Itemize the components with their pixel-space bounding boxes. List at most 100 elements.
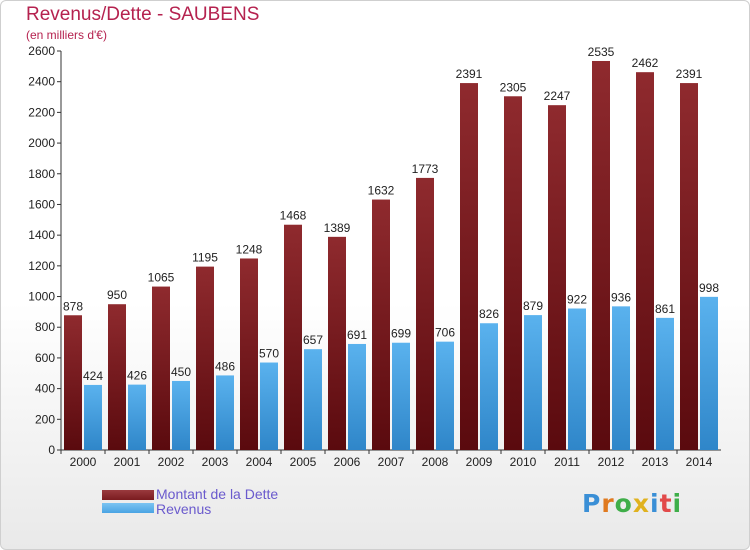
data-label-debt: 1065 <box>148 271 175 285</box>
x-tick-label: 2012 <box>598 455 625 469</box>
data-label-debt: 1389 <box>324 221 351 235</box>
data-label-debt: 1632 <box>368 184 395 198</box>
bar-debt <box>284 224 302 450</box>
chart-subtitle: (en milliers d'€) <box>26 28 107 42</box>
x-tick-label: 2010 <box>510 455 537 469</box>
data-label-revenue: 570 <box>259 347 279 361</box>
x-tick-label: 2008 <box>422 455 449 469</box>
bar-debt <box>548 105 566 450</box>
bar-debt <box>196 266 214 450</box>
y-tick-label: 1600 <box>28 197 55 211</box>
y-tick-label: 1400 <box>28 228 55 242</box>
logo-letter: t <box>659 489 673 518</box>
data-label-debt: 1468 <box>280 209 307 223</box>
bar-revenue <box>260 362 278 450</box>
data-label-revenue: 426 <box>127 369 147 383</box>
x-tick-label: 2007 <box>378 455 405 469</box>
legend-label-revenue: Revenus <box>156 501 212 517</box>
logo-letter: i <box>650 489 660 518</box>
y-tick-label: 2200 <box>28 105 55 119</box>
data-label-debt: 2305 <box>500 80 527 94</box>
logo-letter: P <box>582 489 602 518</box>
bar-debt <box>64 315 82 450</box>
bar-debt <box>460 83 478 451</box>
bar-revenue <box>524 315 542 450</box>
bar-revenue <box>612 306 630 450</box>
data-label-debt: 950 <box>107 288 127 302</box>
y-tick-label: 1800 <box>28 167 55 181</box>
y-tick-label: 1200 <box>28 259 55 273</box>
x-tick-label: 2000 <box>70 455 97 469</box>
bar-revenue <box>436 341 454 450</box>
data-label-revenue: 691 <box>347 328 367 342</box>
y-tick-label: 600 <box>35 351 55 365</box>
data-label-revenue: 936 <box>611 290 631 304</box>
bar-revenue <box>84 384 102 450</box>
bar-debt <box>152 286 170 450</box>
bar-revenue <box>348 343 366 450</box>
logo-letter: x <box>632 489 650 518</box>
logo-letter: r <box>601 489 615 518</box>
data-label-debt: 1248 <box>236 242 263 256</box>
bar-revenue <box>304 349 322 450</box>
x-tick-label: 2013 <box>642 455 669 469</box>
y-tick-label: 200 <box>35 412 55 426</box>
data-label-debt: 1195 <box>192 251 218 265</box>
y-tick-label: 2000 <box>28 136 55 150</box>
data-label-revenue: 657 <box>303 333 323 347</box>
y-tick-label: 800 <box>35 320 55 334</box>
bar-debt <box>328 236 346 450</box>
data-label-debt: 2535 <box>588 45 615 59</box>
x-tick-label: 2003 <box>202 455 229 469</box>
bar-debt <box>680 83 698 451</box>
data-label-debt: 878 <box>63 299 83 313</box>
bar-debt <box>108 304 126 450</box>
bar-revenue <box>216 375 234 450</box>
x-tick-label: 2004 <box>246 455 273 469</box>
bar-debt <box>504 96 522 451</box>
data-label-revenue: 922 <box>567 293 587 307</box>
data-label-debt: 2247 <box>544 89 571 103</box>
data-label-revenue: 486 <box>215 359 235 373</box>
bar-revenue <box>656 317 674 450</box>
y-tick-label: 0 <box>48 443 55 457</box>
data-label-revenue: 879 <box>523 299 543 313</box>
x-tick-label: 2001 <box>114 455 141 469</box>
legend-swatch-revenue <box>102 503 154 513</box>
legend-swatch-debt <box>102 490 154 500</box>
data-label-debt: 2391 <box>676 67 703 81</box>
data-label-debt: 1773 <box>412 162 439 176</box>
x-tick-label: 2014 <box>686 455 713 469</box>
x-tick-label: 2002 <box>158 455 185 469</box>
bar-revenue <box>480 323 498 450</box>
data-label-revenue: 424 <box>83 369 103 383</box>
logo-letter: o <box>614 489 633 518</box>
data-label-revenue: 450 <box>171 365 191 379</box>
bar-revenue <box>700 296 718 450</box>
data-label-revenue: 998 <box>699 281 719 295</box>
bar-debt <box>416 177 434 450</box>
x-tick-label: 2011 <box>554 455 580 469</box>
proxiti-logo: Proxiti <box>582 489 682 518</box>
bar-debt <box>372 199 390 450</box>
bar-revenue <box>568 308 586 450</box>
bar-debt <box>592 60 610 450</box>
data-label-revenue: 706 <box>435 326 455 340</box>
data-label-revenue: 826 <box>479 307 499 321</box>
chart-title: Revenus/Dette - SAUBENS <box>26 4 260 25</box>
data-label-revenue: 699 <box>391 327 411 341</box>
y-tick-label: 2400 <box>28 75 55 89</box>
bar-revenue <box>172 380 190 450</box>
y-tick-label: 1000 <box>28 290 55 304</box>
bar-revenue <box>392 342 410 450</box>
bar-debt <box>240 258 258 450</box>
data-label-revenue: 861 <box>655 302 675 316</box>
x-tick-label: 2009 <box>466 455 493 469</box>
y-tick-label: 2600 <box>28 44 55 58</box>
logo-letter: i <box>672 489 683 518</box>
data-label-debt: 2462 <box>632 56 659 70</box>
y-tick-label: 400 <box>35 382 55 396</box>
x-tick-label: 2006 <box>334 455 361 469</box>
bar-debt <box>636 72 654 451</box>
